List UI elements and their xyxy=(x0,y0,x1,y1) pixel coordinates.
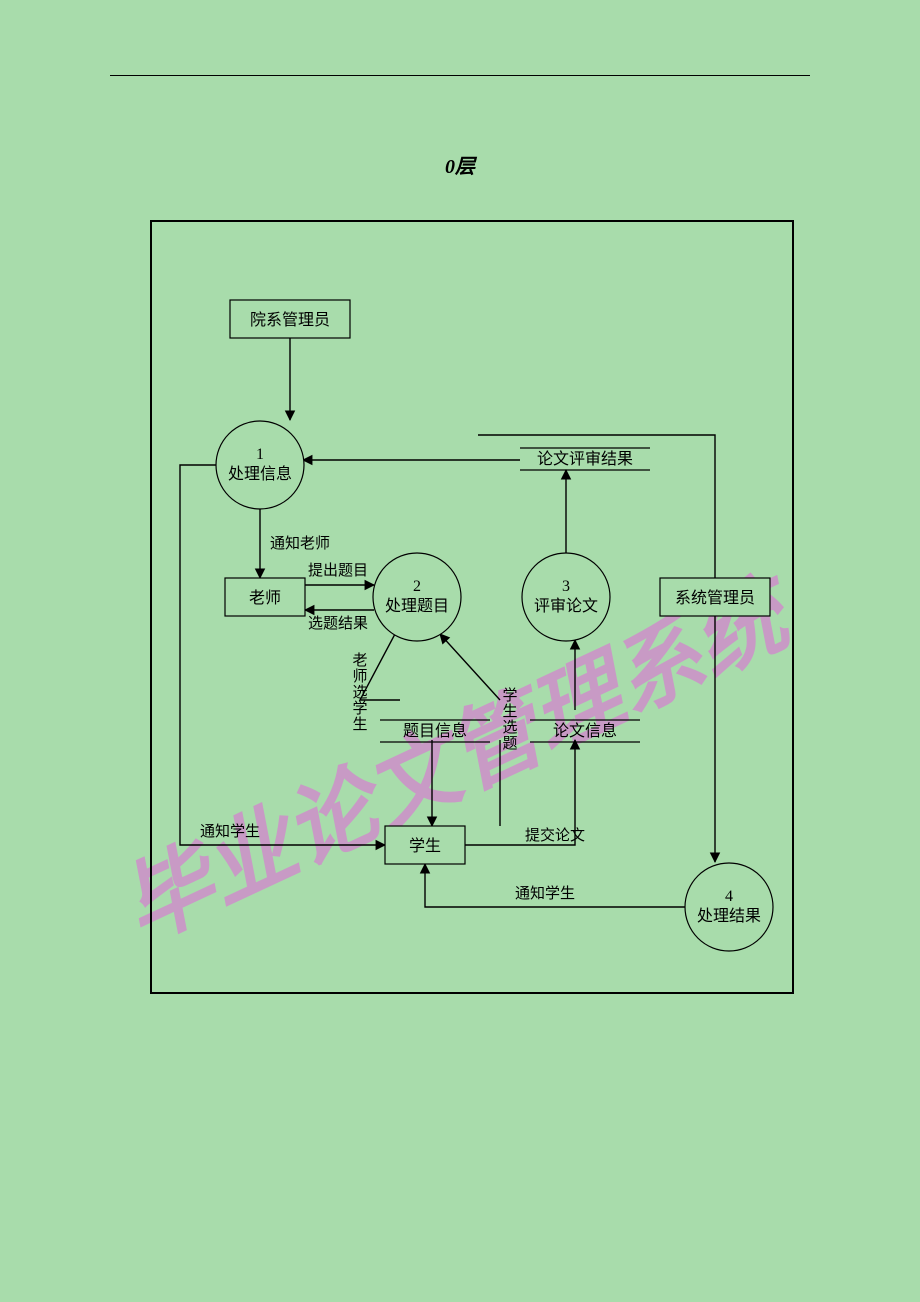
entity-label: 院系管理员 xyxy=(250,311,330,329)
edge-label: 通知学生 xyxy=(200,823,260,840)
edge xyxy=(440,634,500,700)
edge-label-v: 师 xyxy=(352,668,367,685)
process-num: 3 xyxy=(562,578,570,595)
process-num: 2 xyxy=(413,578,421,595)
entity-label: 系统管理员 xyxy=(675,589,755,607)
edge-label-v: 学 xyxy=(352,700,367,717)
page: 0层 毕业论文管理系统 通知老师提出题目选题结果通知学生老师选学生学生选题提交论… xyxy=(0,0,920,1302)
process-p1 xyxy=(216,421,304,509)
edge-label-v: 学 xyxy=(502,687,517,704)
entity-label: 学生 xyxy=(409,837,441,855)
process-label: 处理信息 xyxy=(228,465,292,483)
edge-label: 提出题目 xyxy=(308,562,368,579)
edge-label: 选题结果 xyxy=(308,615,368,632)
process-p3 xyxy=(522,553,610,641)
edge-label-v: 生 xyxy=(502,703,517,720)
process-label: 处理题目 xyxy=(385,597,449,615)
edge-label-v: 选 xyxy=(502,719,517,736)
process-num: 1 xyxy=(256,446,264,463)
edge-label-v: 老 xyxy=(352,652,367,669)
process-num: 4 xyxy=(725,888,733,905)
edge-label-v: 题 xyxy=(502,736,517,752)
process-p4 xyxy=(685,863,773,951)
edge-label: 提交论文 xyxy=(525,826,585,844)
datastore-label: 论文评审结果 xyxy=(537,450,633,468)
process-p2 xyxy=(373,553,461,641)
edge-label-v: 生 xyxy=(352,716,367,733)
datastore-label: 题目信息 xyxy=(403,722,467,740)
entity-label: 老师 xyxy=(249,589,281,607)
edge-label-v: 选 xyxy=(352,684,367,701)
edge-label: 通知学生 xyxy=(515,885,575,902)
process-label: 处理结果 xyxy=(697,907,761,925)
datastore-label: 论文信息 xyxy=(553,722,617,740)
dfd-svg: 通知老师提出题目选题结果通知学生老师选学生学生选题提交论文通知学生院系管理员1处… xyxy=(0,0,920,1302)
process-label: 评审论文 xyxy=(534,597,598,615)
edge-label: 通知老师 xyxy=(270,535,330,552)
